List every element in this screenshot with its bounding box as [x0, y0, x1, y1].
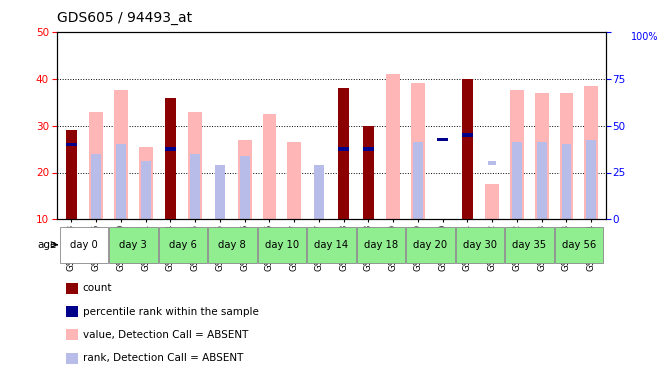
Bar	[66, 283, 78, 294]
Bar	[586, 140, 596, 219]
Bar	[535, 93, 549, 219]
Bar	[510, 90, 523, 219]
Bar	[555, 226, 603, 263]
Bar	[584, 86, 598, 219]
Bar	[66, 143, 77, 146]
Bar	[89, 112, 103, 219]
Text: day 10: day 10	[265, 240, 299, 250]
Text: day 6: day 6	[169, 240, 196, 250]
Bar	[258, 226, 306, 263]
Bar	[91, 154, 101, 219]
Bar	[413, 142, 423, 219]
Bar	[314, 165, 324, 219]
Bar	[559, 93, 573, 219]
Text: day 20: day 20	[414, 240, 448, 250]
Bar	[307, 226, 356, 263]
Bar	[215, 165, 225, 219]
Bar	[512, 142, 522, 219]
Text: value, Detection Call = ABSENT: value, Detection Call = ABSENT	[83, 330, 248, 340]
Bar	[109, 226, 158, 263]
Bar	[165, 98, 176, 219]
Bar	[238, 140, 252, 219]
Text: day 0: day 0	[70, 240, 98, 250]
Bar	[288, 142, 301, 219]
Bar	[456, 226, 504, 263]
Bar	[338, 147, 349, 151]
Bar	[438, 138, 448, 141]
Bar	[411, 84, 425, 219]
Text: count: count	[83, 283, 112, 293]
Bar	[141, 161, 151, 219]
Bar	[262, 114, 276, 219]
Bar	[240, 156, 250, 219]
Text: day 35: day 35	[512, 240, 546, 250]
Bar	[116, 144, 126, 219]
Text: day 3: day 3	[119, 240, 147, 250]
Bar	[338, 88, 349, 219]
Bar	[66, 352, 78, 364]
Bar	[537, 142, 547, 219]
Bar	[190, 154, 200, 219]
Text: day 14: day 14	[314, 240, 348, 250]
Text: day 30: day 30	[463, 240, 497, 250]
Bar	[188, 112, 202, 219]
Text: day 18: day 18	[364, 240, 398, 250]
Text: day 56: day 56	[561, 240, 596, 250]
Text: day 8: day 8	[218, 240, 246, 250]
Bar	[59, 226, 108, 263]
Bar	[114, 90, 128, 219]
Bar	[488, 161, 496, 165]
Text: age: age	[38, 240, 57, 250]
Bar	[363, 126, 374, 219]
Text: rank, Detection Call = ABSENT: rank, Detection Call = ABSENT	[83, 353, 243, 363]
Bar	[406, 226, 455, 263]
Bar	[386, 74, 400, 219]
Bar	[208, 226, 256, 263]
Bar	[486, 184, 499, 219]
Bar	[66, 306, 78, 317]
Bar	[356, 226, 405, 263]
Bar	[462, 79, 473, 219]
Bar	[561, 144, 571, 219]
Text: 100%: 100%	[631, 32, 658, 42]
Bar	[165, 147, 176, 151]
Text: GDS605 / 94493_at: GDS605 / 94493_at	[57, 11, 192, 25]
Bar	[66, 130, 77, 219]
Bar	[66, 329, 78, 340]
Bar	[462, 134, 473, 136]
Bar	[505, 226, 553, 263]
Bar	[363, 147, 374, 151]
Text: percentile rank within the sample: percentile rank within the sample	[83, 306, 258, 316]
Bar	[139, 147, 153, 219]
Bar	[159, 226, 207, 263]
